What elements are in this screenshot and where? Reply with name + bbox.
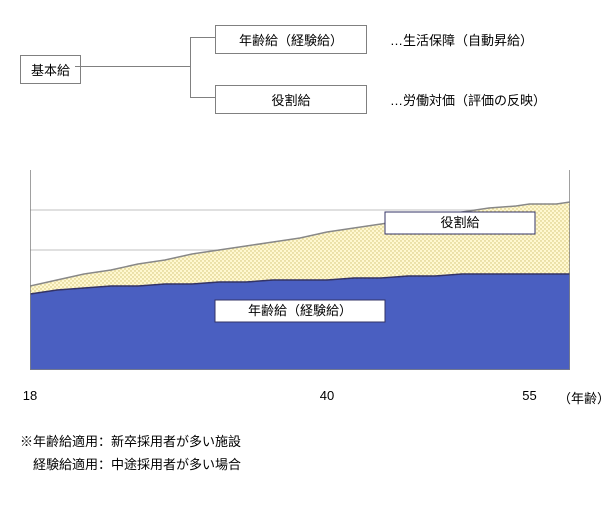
svg-text:年齢給（経験給）: 年齢給（経験給） [248, 303, 352, 318]
desc-age-pay: …生活保障（自動昇給） [390, 30, 533, 49]
footnote-line-1: ※年齢給適用：新卒採用者が多い施設 [20, 430, 584, 453]
salary-area-chart: 役割給年齢給（経験給） （年齢） 184055 [30, 170, 570, 412]
x-axis-title: （年齢） [558, 388, 604, 407]
x-axis-labels: （年齢） 184055 [30, 388, 570, 412]
svg-text:役割給: 役割給 [440, 215, 479, 230]
desc-role-pay: …労働対価（評価の反映） [390, 90, 546, 109]
x-tick: 18 [23, 388, 37, 403]
x-tick: 55 [522, 388, 536, 403]
x-tick: 40 [320, 388, 334, 403]
node-role-pay: 役割給 [215, 85, 367, 114]
footnotes: ※年齢給適用：新卒採用者が多い施設 経験給適用：中途採用者が多い場合 [20, 430, 584, 477]
node-root: 基本給 [20, 55, 81, 84]
salary-structure-tree: 基本給 年齢給（経験給） …生活保障（自動昇給） 役割給 …労働対価（評価の反映… [20, 20, 584, 130]
node-age-pay: 年齢給（経験給） [215, 25, 367, 54]
footnote-line-2: 経験給適用：中途採用者が多い場合 [20, 453, 584, 476]
chart-canvas: 役割給年齢給（経験給） [30, 170, 570, 370]
